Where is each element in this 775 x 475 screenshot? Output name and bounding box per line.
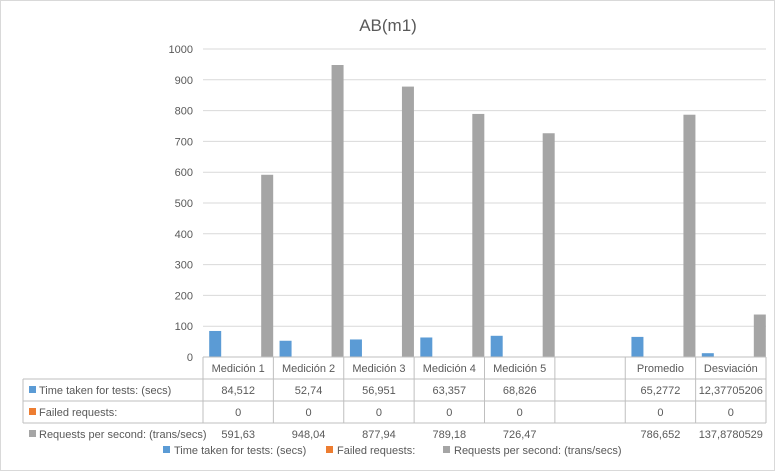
data-label: 0 bbox=[376, 407, 382, 419]
legend-label: Time taken for tests: (secs) bbox=[174, 445, 306, 457]
data-label: 0 bbox=[235, 407, 241, 419]
bar bbox=[279, 340, 292, 357]
bar bbox=[753, 314, 766, 357]
gridlines bbox=[203, 48, 766, 327]
y-tick-label: 300 bbox=[175, 260, 193, 272]
category-label: Medición 5 bbox=[493, 363, 546, 375]
legend-key bbox=[326, 446, 333, 453]
y-tick-label: 800 bbox=[175, 106, 193, 118]
series-row-label: Failed requests: bbox=[39, 407, 117, 419]
category-label: Medición 4 bbox=[423, 363, 476, 375]
data-table: Medición 1 Medición 2 Medición 3 Medición 4… bbox=[22, 356, 767, 441]
series-key bbox=[29, 430, 36, 437]
chart-title: AB(m1) bbox=[359, 16, 417, 35]
data-label: 68,826 bbox=[503, 385, 537, 397]
data-label: 56,951 bbox=[362, 385, 396, 397]
legend: Time taken for tests: (secs) Failed reque… bbox=[163, 445, 622, 457]
y-tick-label: 100 bbox=[175, 321, 193, 333]
bar bbox=[209, 330, 222, 357]
data-label: 84,512 bbox=[221, 385, 255, 397]
data-label: 0 bbox=[446, 407, 452, 419]
bar bbox=[701, 353, 714, 357]
legend-key bbox=[443, 446, 450, 453]
data-label: 0 bbox=[657, 407, 663, 419]
legend-label: Failed requests: bbox=[337, 445, 415, 457]
y-axis: 0 100 200 300 400 500 600 700 800 900 1000 bbox=[169, 44, 193, 364]
y-tick-label: 400 bbox=[175, 229, 193, 241]
bar bbox=[631, 336, 644, 357]
y-tick-label: 1000 bbox=[169, 44, 193, 56]
data-label: 0 bbox=[306, 407, 312, 419]
legend-key bbox=[163, 446, 170, 453]
legend-label: Requests per second: (trans/secs) bbox=[454, 445, 622, 457]
bar bbox=[683, 114, 696, 357]
category-label: Medición 1 bbox=[212, 363, 265, 375]
y-tick-label: 200 bbox=[175, 290, 193, 302]
y-tick-label: 700 bbox=[175, 136, 193, 148]
bar bbox=[420, 337, 433, 357]
bars bbox=[209, 65, 766, 358]
y-tick-label: 600 bbox=[175, 167, 193, 179]
bar bbox=[349, 339, 362, 357]
category-label: Medición 2 bbox=[282, 363, 335, 375]
data-label: 726,47 bbox=[503, 429, 537, 441]
bar bbox=[472, 113, 485, 358]
bar bbox=[261, 174, 274, 357]
data-label: 948,04 bbox=[292, 429, 326, 441]
category-label: Medición 3 bbox=[352, 363, 405, 375]
data-label: 137,8780529 bbox=[699, 429, 763, 441]
data-label: 52,74 bbox=[295, 385, 323, 397]
data-label: 0 bbox=[728, 407, 734, 419]
data-label: 63,357 bbox=[432, 385, 466, 397]
series-row-label: Requests per second: (trans/secs) bbox=[39, 429, 207, 441]
category-label: Promedio bbox=[637, 363, 684, 375]
bar bbox=[542, 133, 555, 357]
data-label: 12,37705206 bbox=[699, 385, 763, 397]
series-row-label: Time taken for tests: (secs) bbox=[39, 385, 171, 397]
bar bbox=[331, 65, 344, 358]
bar bbox=[401, 86, 414, 357]
y-tick-label: 0 bbox=[187, 352, 193, 364]
bar bbox=[490, 335, 503, 357]
data-label: 65,2772 bbox=[641, 385, 681, 397]
data-label: 591,63 bbox=[221, 429, 255, 441]
data-label: 789,18 bbox=[432, 429, 466, 441]
series-key bbox=[29, 408, 36, 415]
data-label: 786,652 bbox=[641, 429, 681, 441]
y-tick-label: 900 bbox=[175, 75, 193, 87]
series-key bbox=[29, 386, 36, 393]
data-label: 877,94 bbox=[362, 429, 396, 441]
y-tick-label: 500 bbox=[175, 198, 193, 210]
category-label: Desviación bbox=[704, 363, 758, 375]
data-label: 0 bbox=[517, 407, 523, 419]
